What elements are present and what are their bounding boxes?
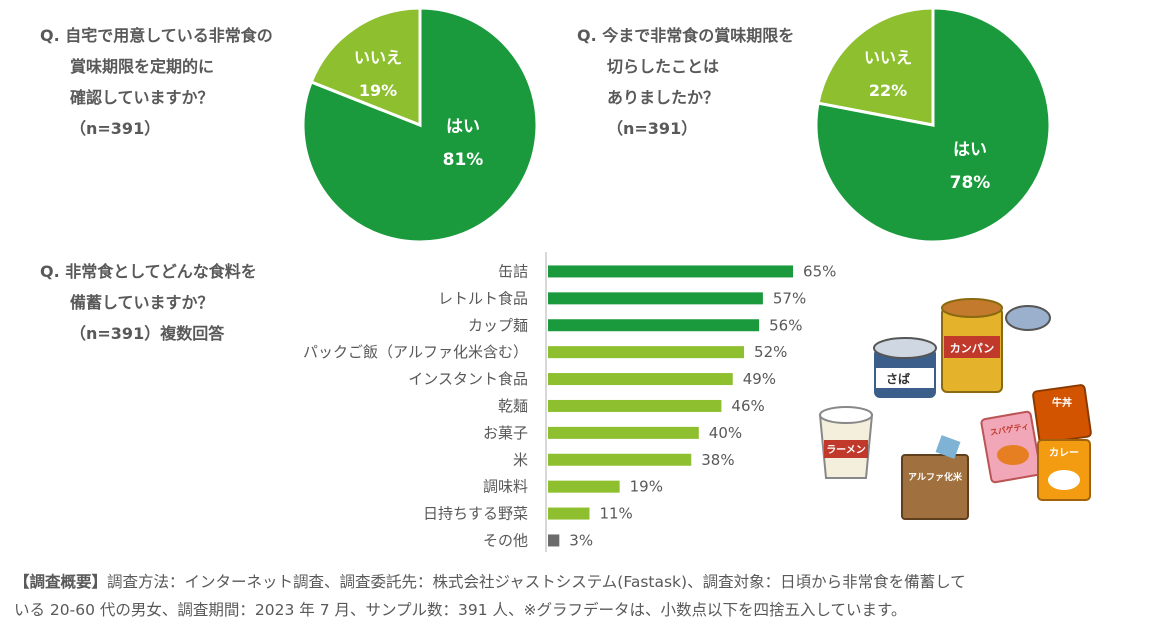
bar-value-label: 40% (709, 424, 742, 442)
question-2: Q. 今まで非常食の賞味期限を 切らしたことは ありましたか？ （n=391） (577, 20, 794, 144)
survey-summary: 【調査概要】調査方法：インターネット調査、調査委託先：株式会社ジャストシステム(… (14, 568, 1144, 624)
pie-2-yes-label: はい (953, 140, 987, 160)
pie-1-yes-value: 81% (443, 150, 484, 170)
question-3-line-2: 備蓄していますか？ (70, 293, 214, 312)
saba-label: さば (886, 371, 910, 386)
bar (548, 480, 620, 493)
bar (548, 507, 590, 520)
pie-chart-2-slices (814, 6, 1052, 244)
question-1-line-1: Q. 自宅で用意している非常食の (40, 20, 273, 51)
bar-value-label: 46% (731, 397, 764, 415)
curry-pack-icon: カレー (1037, 439, 1091, 501)
alpha-rice-bag-icon: アルファ化米 (901, 435, 969, 520)
question-3-line-1: Q. 非常食としてどんな食料を (40, 256, 257, 287)
ramen-label: ラーメン (826, 444, 866, 456)
bar-category-label: レトルト食品 (438, 289, 528, 307)
pie-chart-1: いいえ 19% はい 81% (301, 6, 539, 244)
bar (548, 426, 699, 439)
bar-value-label: 57% (773, 289, 806, 307)
pie-2-no-label: いいえ (864, 48, 912, 67)
gyudon-label: 牛丼 (1052, 396, 1072, 409)
ramen-cup-icon: ラーメン (818, 406, 874, 479)
pie-2-no-value: 22% (869, 81, 907, 100)
question-2-marker: Q. (577, 26, 597, 45)
bar-value-label: 49% (743, 370, 776, 388)
bar-value-label: 3% (569, 531, 593, 549)
bar (548, 453, 692, 466)
question-3-marker: Q. (40, 262, 60, 281)
question-2-n: （n=391） (607, 119, 698, 138)
bar-value-label: 11% (599, 505, 632, 523)
question-1-marker: Q. (40, 26, 60, 45)
survey-summary-line-2: いる 20-60 代の男女、調査期間：2023 年 7 月、サンプル数：391 … (14, 601, 907, 619)
kanpan-label: カンパン (950, 342, 995, 355)
spaghetti-pack-icon: スパゲティ (980, 410, 1042, 484)
survey-summary-line-1: 【調査概要】調査方法：インターネット調査、調査委託先：株式会社ジャストシステム(… (14, 568, 1144, 596)
survey-summary-heading: 【調査概要】 (14, 573, 108, 591)
alpha-rice-label: アルファ化米 (908, 471, 963, 483)
bar-value-label: 19% (630, 478, 663, 496)
pie-1-no-value: 19% (359, 81, 397, 100)
pie-chart-2: いいえ 22% はい 78% (814, 6, 1052, 244)
bar (548, 265, 794, 278)
bar (548, 373, 733, 386)
bar-category-label: 調味料 (483, 478, 528, 496)
saba-can-icon: さば (873, 337, 937, 398)
curry-label: カレー (1049, 447, 1079, 459)
question-2-line-3: ありましたか？ (607, 88, 720, 107)
bar-category-label: インスタント食品 (408, 370, 528, 388)
pie-slice-no (309, 6, 422, 128)
bar-value-label: 52% (754, 343, 787, 361)
pie-slice-no (816, 6, 935, 127)
emergency-food-illustration: さば カンパン ラーメン スパゲティ 牛丼 カレー アルファ化米 (818, 298, 1092, 520)
bar (548, 292, 763, 305)
survey-summary-text-1: 調査方法：インターネット調査、調査委託先：株式会社ジャストシステム(Fastas… (107, 573, 966, 591)
pie-slice-yes (301, 6, 539, 244)
pie-2-yes-value: 78% (950, 173, 991, 193)
question-1-line-2: 賞味期限を定期的に (70, 57, 215, 76)
bar (548, 346, 745, 359)
question-2-line-1: Q. 今まで非常食の賞味期限を (577, 20, 794, 51)
bar (548, 534, 560, 547)
bar (548, 319, 760, 332)
bar-category-label: 米 (513, 451, 528, 469)
pie-1-yes-label: はい (446, 117, 480, 137)
question-3-text-1: 非常食としてどんな食料を (65, 262, 257, 281)
bar-value-label: 65% (803, 262, 836, 280)
question-2-text-1: 今まで非常食の賞味期限を (602, 26, 795, 45)
bar-category-label: パックご飯（アルファ化米含む） (303, 343, 528, 361)
question-3: Q. 非常食としてどんな食料を 備蓄していますか？ （n=391）複数回答 (40, 256, 257, 349)
pie-1-no-label: いいえ (354, 48, 402, 67)
bar-chart: 缶詰 65% レトルト食品 57% カップ麺 56% パックご飯（アルファ化米含む） 52% イ… (303, 252, 836, 552)
bar-category-label: 缶詰 (498, 262, 528, 280)
gyudon-pack-icon: 牛丼 (1032, 384, 1092, 444)
bar-category-label: その他 (483, 531, 528, 549)
bar-category-label: 日持ちする野菜 (423, 505, 528, 523)
bar-value-label: 38% (701, 451, 734, 469)
question-1-n: （n=391） (70, 119, 161, 138)
bar-category-label: 乾麺 (498, 397, 528, 415)
kanpan-can-icon: カンパン (941, 298, 1051, 393)
question-3-n: （n=391）複数回答 (70, 324, 225, 343)
question-2-line-2: 切らしたことは (607, 57, 720, 76)
question-1-text-1: 自宅で用意している非常食の (65, 26, 273, 45)
bar-value-label: 56% (769, 316, 802, 334)
bar (548, 399, 722, 412)
question-1-line-3: 確認していますか？ (70, 88, 214, 107)
question-1: Q. 自宅で用意している非常食の 賞味期限を定期的に 確認していますか？ （n=… (40, 20, 273, 144)
pie-chart-1-slices (301, 6, 539, 244)
bar-category-label: お菓子 (483, 424, 528, 442)
bar-category-label: カップ麺 (468, 316, 528, 334)
